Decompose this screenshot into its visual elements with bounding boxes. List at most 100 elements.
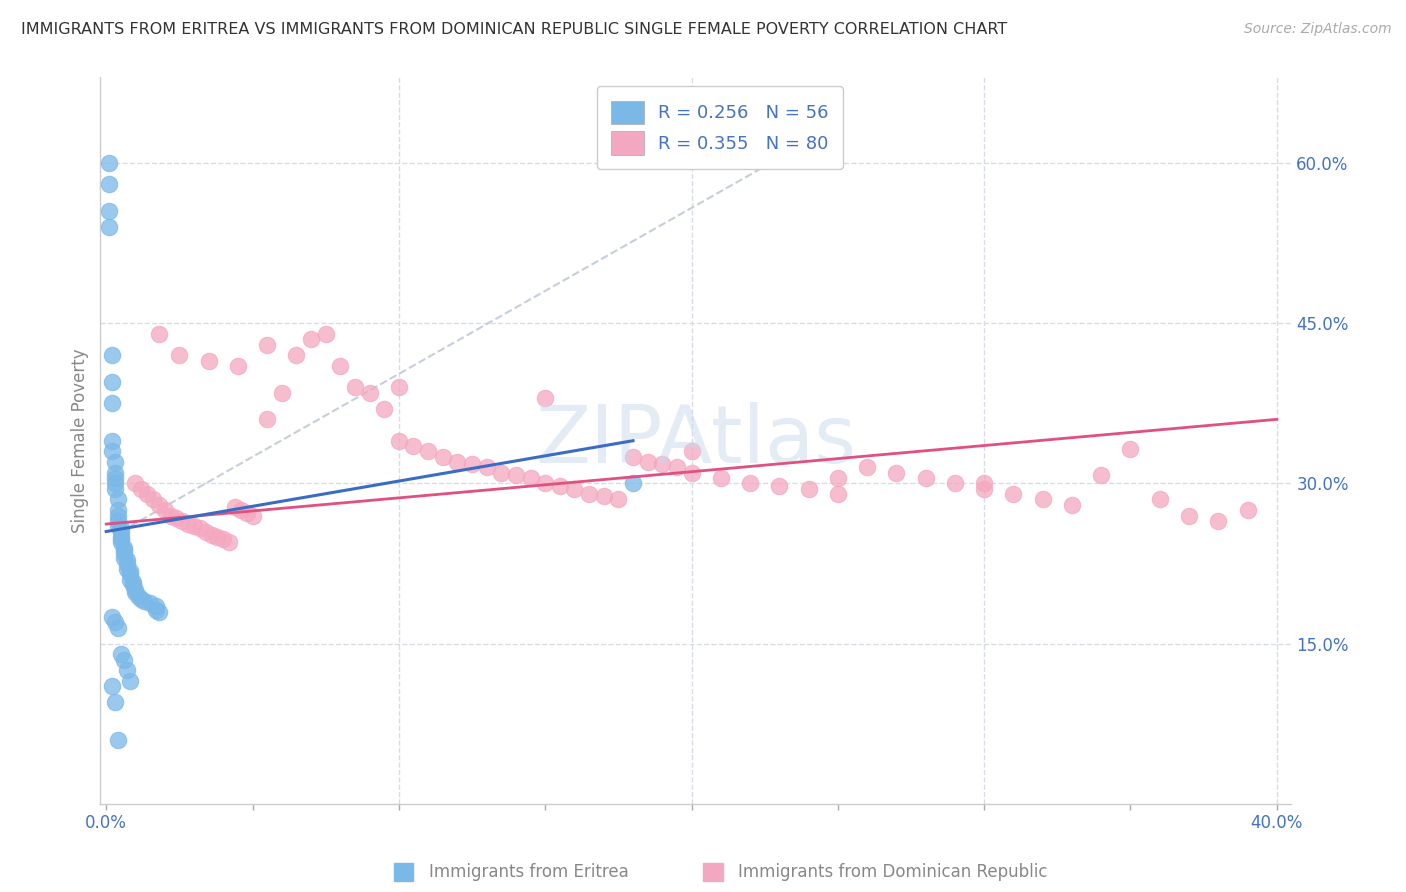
Point [101,375,124,389]
Point [943,476,966,491]
Point [229,503,252,517]
Legend: R = 0.256   N = 56, R = 0.355   N = 80: R = 0.256 N = 56, R = 0.355 N = 80 [596,87,842,169]
Point [110,532,132,546]
Point [172,514,194,528]
Point [212,532,235,546]
Point [112,653,135,667]
Point [101,348,124,362]
Point [139,596,162,610]
Point [592,489,614,503]
Point [115,557,138,571]
Point [136,487,159,501]
Point [637,455,659,469]
Point [973,482,995,496]
Point [827,487,849,501]
Point [224,500,246,514]
Point [607,492,630,507]
Point [101,396,124,410]
Point [101,610,124,624]
Point [188,521,211,535]
Point [226,359,249,373]
Point [98,204,121,219]
Point [1149,492,1171,507]
Point [534,391,557,405]
Point [124,585,146,599]
Text: Immigrants from Eritrea: Immigrants from Eritrea [429,863,628,881]
Point [148,498,170,512]
Point [519,471,541,485]
Point [886,466,908,480]
Point [315,326,337,341]
Point [183,519,205,533]
Point [534,476,557,491]
Point [118,573,141,587]
Point [107,508,129,523]
Point [98,220,121,235]
Point [115,664,138,678]
Point [110,648,132,662]
Point [1060,498,1083,512]
Point [107,492,129,507]
Point [651,457,673,471]
Point [118,674,141,689]
Point [207,530,229,544]
Point [112,542,135,557]
Point [235,507,257,521]
Point [194,524,217,539]
Point [388,434,411,448]
Point [856,460,879,475]
Point [177,517,200,532]
Point [505,467,527,482]
Point [359,385,381,400]
Point [1032,492,1054,507]
Point [110,524,132,539]
Point [145,602,167,616]
Point [169,348,191,362]
Point [681,466,703,480]
Point [475,460,498,475]
Text: IMMIGRANTS FROM ERITREA VS IMMIGRANTS FROM DOMINICAN REPUBLIC SINGLE FEMALE POVE: IMMIGRANTS FROM ERITREA VS IMMIGRANTS FR… [21,22,1007,37]
Point [491,466,513,480]
Point [104,696,127,710]
Point [432,450,454,464]
Point [104,476,127,491]
Point [197,353,219,368]
Point [153,503,176,517]
Point [710,471,733,485]
Point [1090,467,1112,482]
Point [107,503,129,517]
Point [112,541,135,555]
Point [104,471,127,485]
Point [110,535,132,549]
Point [121,578,143,592]
Point [104,455,127,469]
Point [115,553,138,567]
Point [1206,514,1229,528]
Point [621,450,644,464]
Point [665,460,688,475]
Point [101,434,124,448]
Point [1002,487,1025,501]
Point [159,508,181,523]
Point [388,380,411,394]
Text: ZIPAtlas: ZIPAtlas [536,401,856,480]
Point [329,359,352,373]
Point [118,567,141,582]
Point [131,482,153,496]
Point [145,599,167,614]
Point [914,471,936,485]
Point [446,455,468,469]
Point [148,605,170,619]
Point [1236,503,1258,517]
Point [256,337,278,351]
Point [124,476,146,491]
Point [110,530,132,544]
Point [115,562,138,576]
Point [256,412,278,426]
Point [827,471,849,485]
Point [416,444,439,458]
Point [270,385,292,400]
Point [402,439,425,453]
Point [118,564,141,578]
Point [112,551,135,566]
